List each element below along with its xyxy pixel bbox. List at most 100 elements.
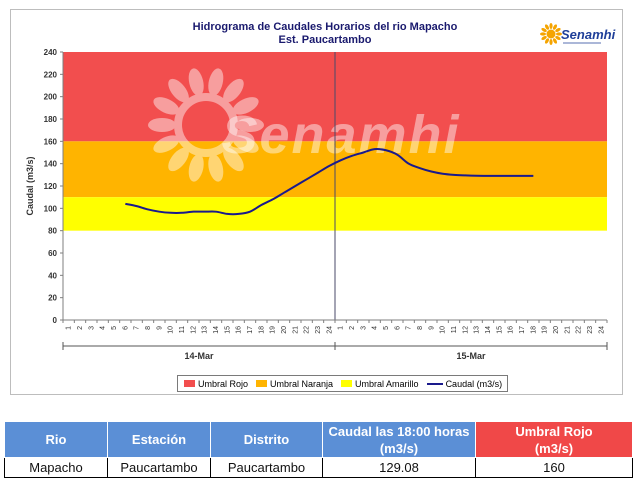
watermark-text: Senamhi — [221, 105, 460, 165]
x-tick-label: 9 — [428, 326, 435, 330]
legend-swatch — [184, 380, 195, 387]
series-line-caudal — [125, 148, 534, 216]
header-caudal: Caudal las 18:00 horas (m3/s) — [322, 421, 476, 458]
x-tick-label: 1 — [66, 326, 73, 330]
watermark-ray — [153, 135, 180, 153]
y-tick-label: 180 — [44, 115, 58, 124]
y-tick-label: 0 — [53, 316, 58, 325]
logo-sun-ray — [549, 23, 553, 29]
watermark-ray — [168, 78, 189, 103]
logo-sun-ray — [541, 27, 547, 33]
logo-sun-ray — [544, 38, 550, 44]
x-tick-label: 17 — [247, 326, 254, 334]
table-header-row: Rio Estación Distrito Caudal las 18:00 h… — [4, 421, 633, 458]
chart-title: Hidrograma de Caudales Horarios del rio … — [193, 21, 458, 33]
y-tick-label: 120 — [44, 182, 58, 191]
logo-sun-ray — [540, 32, 546, 36]
cell-distrito: Paucartambo — [210, 457, 323, 478]
y-tick-label: 40 — [48, 271, 57, 280]
watermark-ray — [208, 154, 224, 182]
legend-label: Umbral Amarillo — [355, 378, 419, 389]
watermark-ray — [168, 147, 189, 172]
chart-legend: Umbral Rojo Umbral Naranja Umbral Amarillo… — [177, 375, 508, 392]
x-tick-label: 22 — [576, 326, 583, 334]
x-tick-label: 17 — [519, 326, 526, 334]
x-tick-label: 16 — [236, 326, 243, 334]
legend-swatch — [256, 380, 268, 387]
watermark-logo — [148, 68, 264, 182]
logo-sun-ray — [555, 35, 561, 41]
x-tick-label: 8 — [145, 326, 152, 330]
cell-rio: Mapacho — [4, 457, 108, 478]
legend-line-swatch — [426, 382, 443, 385]
x-tick-label: 8 — [417, 326, 424, 330]
x-tick-label: 19 — [270, 326, 277, 334]
watermark-ray — [153, 97, 180, 115]
logo-sun-ray — [555, 27, 561, 33]
x-tick-label: 7 — [406, 326, 413, 330]
watermark-ray — [148, 118, 176, 132]
y-tick-label: 60 — [48, 249, 57, 258]
x-tick-label: 11 — [179, 326, 186, 333]
legend-swatch — [341, 380, 353, 387]
x-tick-label: 22 — [304, 326, 311, 334]
x-tick-label: 10 — [440, 326, 447, 334]
summary-table: Rio Estación Distrito Caudal las 18:00 h… — [4, 421, 633, 478]
x-tick-label: 9 — [156, 326, 163, 330]
hydrograph-chart: Hidrograma de Caudales Horarios del rio … — [25, 21, 616, 361]
watermark-ray — [232, 97, 259, 115]
x-tick-label: 23 — [315, 326, 322, 334]
y-tick-label: 100 — [44, 204, 58, 213]
x-tick-label: 6 — [394, 326, 401, 330]
x-tick-label: 16 — [508, 326, 515, 334]
chart-subtitle: Est. Paucartambo — [279, 34, 372, 46]
x-tick-label: 21 — [564, 326, 571, 334]
cell-estacion: Paucartambo — [107, 457, 211, 478]
cell-caudal: 129.08 — [322, 457, 476, 478]
x-tick-label: 7 — [134, 326, 141, 330]
x-tick-label: 14 — [213, 326, 220, 334]
x-tick-label: 12 — [190, 326, 197, 334]
header-umbral-rojo: Umbral Rojo (m3/s) — [475, 421, 633, 458]
header-caudal-unit: (m3/s) — [379, 440, 419, 456]
day-group-label: 14-Mar — [184, 351, 214, 361]
x-tick-label: 19 — [542, 326, 549, 334]
watermark-ray — [188, 154, 204, 182]
x-tick-label: 24 — [598, 326, 605, 334]
x-tick-label: 2 — [349, 326, 356, 330]
legend-item: Umbral Amarillo — [341, 379, 419, 389]
x-tick-label: 18 — [530, 326, 537, 334]
logo-sun-ray — [552, 38, 558, 44]
y-tick-label: 200 — [44, 93, 58, 102]
x-tick-label: 13 — [202, 326, 209, 334]
table-row: Mapacho Paucartambo Paucartambo 129.08 1… — [4, 457, 633, 478]
y-tick-label: 220 — [44, 70, 58, 79]
header-umbral-label: Umbral Rojo — [515, 423, 593, 439]
logo-sun-ray — [541, 35, 547, 41]
watermark-sun-core — [174, 93, 238, 157]
legend-item: Umbral Rojo — [184, 379, 248, 389]
logo-sun-ray — [549, 39, 553, 45]
x-tick-label: 6 — [122, 326, 129, 330]
legend-label: Umbral Rojo — [198, 378, 249, 389]
logo-sun-ray — [552, 24, 558, 30]
x-tick-label: 21 — [292, 326, 299, 334]
logo-sun-core — [546, 29, 556, 39]
x-tick-label: 15 — [224, 326, 231, 334]
legend-label: Caudal (m3/s) — [445, 378, 503, 389]
legend-item: Umbral Naranja — [256, 379, 333, 389]
x-tick-label: 2 — [77, 326, 84, 330]
legend-label: Umbral Naranja — [270, 378, 334, 389]
x-tick-label: 11 — [451, 326, 458, 333]
header-distrito: Distrito — [210, 421, 323, 458]
x-tick-label: 1 — [338, 326, 345, 330]
x-tick-label: 5 — [383, 326, 390, 330]
x-tick-label: 13 — [474, 326, 481, 334]
y-tick-label: 20 — [48, 294, 57, 303]
header-caudal-label: Caudal las 18:00 horas — [328, 423, 470, 439]
watermark-ray — [223, 78, 244, 103]
x-tick-label: 3 — [88, 326, 95, 330]
header-estacion: Estación — [107, 421, 211, 458]
chart-panel: Hidrograma de Caudales Horarios del rio … — [10, 9, 623, 395]
x-tick-label: 18 — [258, 326, 265, 334]
